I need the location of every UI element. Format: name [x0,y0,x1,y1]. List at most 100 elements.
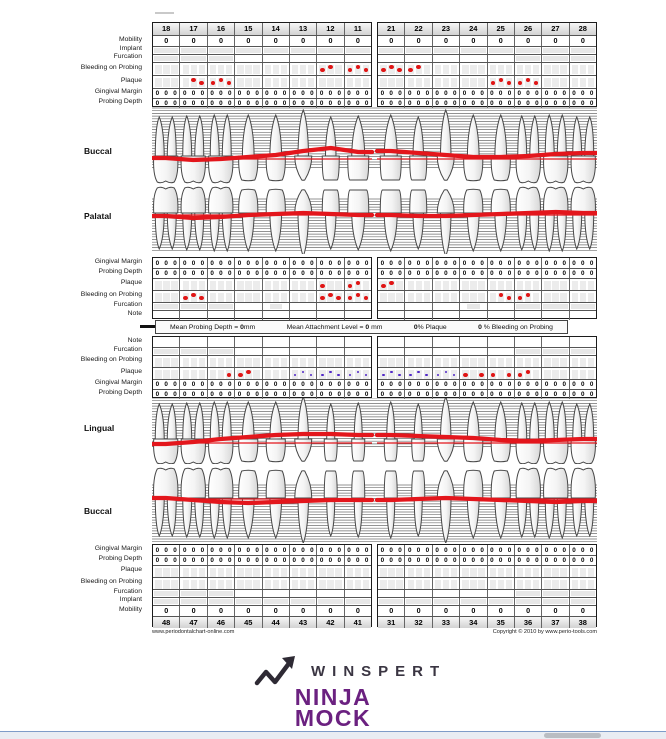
site-box[interactable] [272,357,280,367]
bleeding-cell-15[interactable] [235,291,263,302]
plaque-cell-37[interactable] [542,368,570,379]
plaque-cell-26[interactable] [515,279,543,290]
site-box[interactable] [245,357,252,367]
furcation-cell-33[interactable] [433,590,461,597]
site-box[interactable] [396,292,403,302]
site-box[interactable] [489,65,497,74]
site-box[interactable] [292,357,299,367]
bleeding-cell-13[interactable] [290,291,318,302]
site-box[interactable] [442,357,450,367]
site-box[interactable] [209,567,217,577]
site-box[interactable] [354,280,362,290]
site-box[interactable] [292,280,299,290]
site-box[interactable] [571,78,579,87]
site-box[interactable] [587,567,595,577]
plaque-cell-35[interactable] [488,368,515,379]
implant-cell-12[interactable] [318,48,343,53]
plaque-cell-35[interactable] [488,566,515,577]
site-box[interactable] [525,369,532,379]
mobility-cell-43[interactable]: 0 [290,606,318,616]
bleeding-cell-44[interactable] [263,578,290,589]
site-box[interactable] [579,567,587,577]
site-box[interactable] [300,357,307,367]
site-box[interactable] [217,567,225,577]
plaque-cell-45[interactable] [235,368,263,379]
mobility-cell-24[interactable]: 0 [460,36,488,46]
bleeding-cell-23[interactable] [433,291,461,302]
implant-cell-42[interactable] [318,599,343,604]
site-box[interactable] [560,357,567,367]
bleeding-cell-33[interactable] [433,356,461,367]
site-box[interactable] [415,65,422,74]
site-box[interactable] [478,292,485,302]
site-box[interactable] [579,65,587,74]
note-cell-26[interactable] [515,311,543,320]
site-box[interactable] [423,78,430,87]
site-box[interactable] [237,65,244,74]
note-cell-43[interactable] [290,337,318,347]
site-box[interactable] [327,567,334,577]
implant-cell-21[interactable] [379,48,404,53]
implant-cell-48[interactable] [154,599,179,604]
implant-cell-38[interactable] [570,599,595,604]
site-box[interactable] [587,579,595,589]
site-box[interactable] [245,567,252,577]
implant-cell-47[interactable] [181,599,206,604]
site-box[interactable] [517,357,524,367]
site-box[interactable] [225,579,233,589]
site-box[interactable] [423,357,430,367]
site-box[interactable] [225,292,233,302]
site-box[interactable] [190,65,197,74]
site-box[interactable] [362,78,370,87]
site-box[interactable] [552,280,559,290]
site-box[interactable] [552,357,559,367]
plaque-cell-18[interactable] [153,279,181,290]
furcation-cell-28[interactable] [570,56,595,61]
furcation-cell-46[interactable] [208,349,234,354]
furcation-cell-44[interactable] [263,348,290,355]
furcation-cell-32[interactable] [405,348,433,355]
site-box[interactable] [163,78,170,87]
bleeding-cell-25[interactable] [488,63,515,75]
bleeding-cell-14[interactable] [263,291,290,302]
site-box[interactable] [155,579,162,589]
site-box[interactable] [209,280,217,290]
note-cell-23[interactable] [433,311,461,320]
site-box[interactable] [300,78,307,87]
site-box[interactable] [434,579,442,589]
site-box[interactable] [571,579,579,589]
site-box[interactable] [300,369,307,379]
site-box[interactable] [253,292,260,302]
plaque-cell-44[interactable] [263,566,290,577]
furcation-cell-43[interactable] [290,348,318,355]
plaque-cell-36[interactable] [515,368,543,379]
site-box[interactable] [560,292,567,302]
site-box[interactable] [587,280,595,290]
bleeding-cell-12[interactable] [317,291,345,302]
bleeding-cell-21[interactable] [378,63,406,75]
site-box[interactable] [415,78,422,87]
site-box[interactable] [280,357,288,367]
site-box[interactable] [505,280,513,290]
site-box[interactable] [434,78,442,87]
bleeding-cell-28[interactable] [570,291,596,302]
